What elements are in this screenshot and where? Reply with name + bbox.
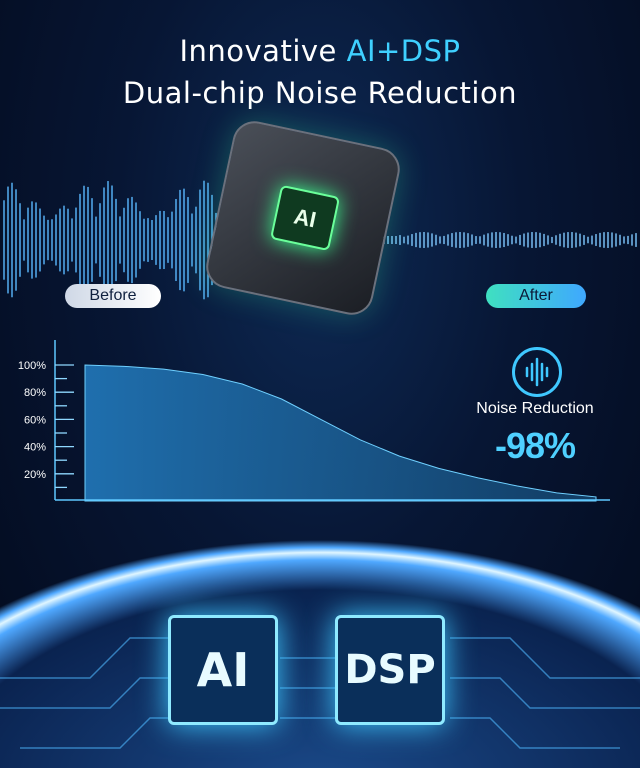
sound-wave-icon [512, 347, 562, 397]
noise-reduction-value: -98% [494, 425, 576, 466]
ai-chip: AI [168, 615, 278, 725]
title-accent: AI+DSP [346, 34, 461, 68]
sound-waveform [3, 180, 637, 300]
circuit-traces [0, 637, 640, 749]
title-prefix: Innovative [179, 34, 347, 68]
noise-chart: 100% 80% 60% 40% 20% [18, 340, 610, 502]
page-title: Innovative AI+DSP Dual-chip Noise Reduct… [0, 30, 640, 114]
title-line2: Dual-chip Noise Reduction [122, 76, 518, 110]
y-tick-label: 80% [24, 387, 46, 399]
ai-chip-icon: AI [269, 184, 341, 252]
dsp-chip: DSP [335, 615, 445, 725]
microphone-device: AI [202, 117, 404, 319]
y-tick-label: 20% [24, 469, 46, 481]
after-label: After [486, 284, 586, 308]
y-tick-label: 100% [18, 360, 46, 372]
area-series [84, 364, 597, 502]
noise-reduction-label: Noise Reduction [476, 400, 594, 417]
before-label: Before [65, 284, 161, 308]
globe [0, 530, 640, 768]
y-tick-label: 60% [24, 414, 46, 426]
y-tick-label: 40% [24, 442, 46, 454]
